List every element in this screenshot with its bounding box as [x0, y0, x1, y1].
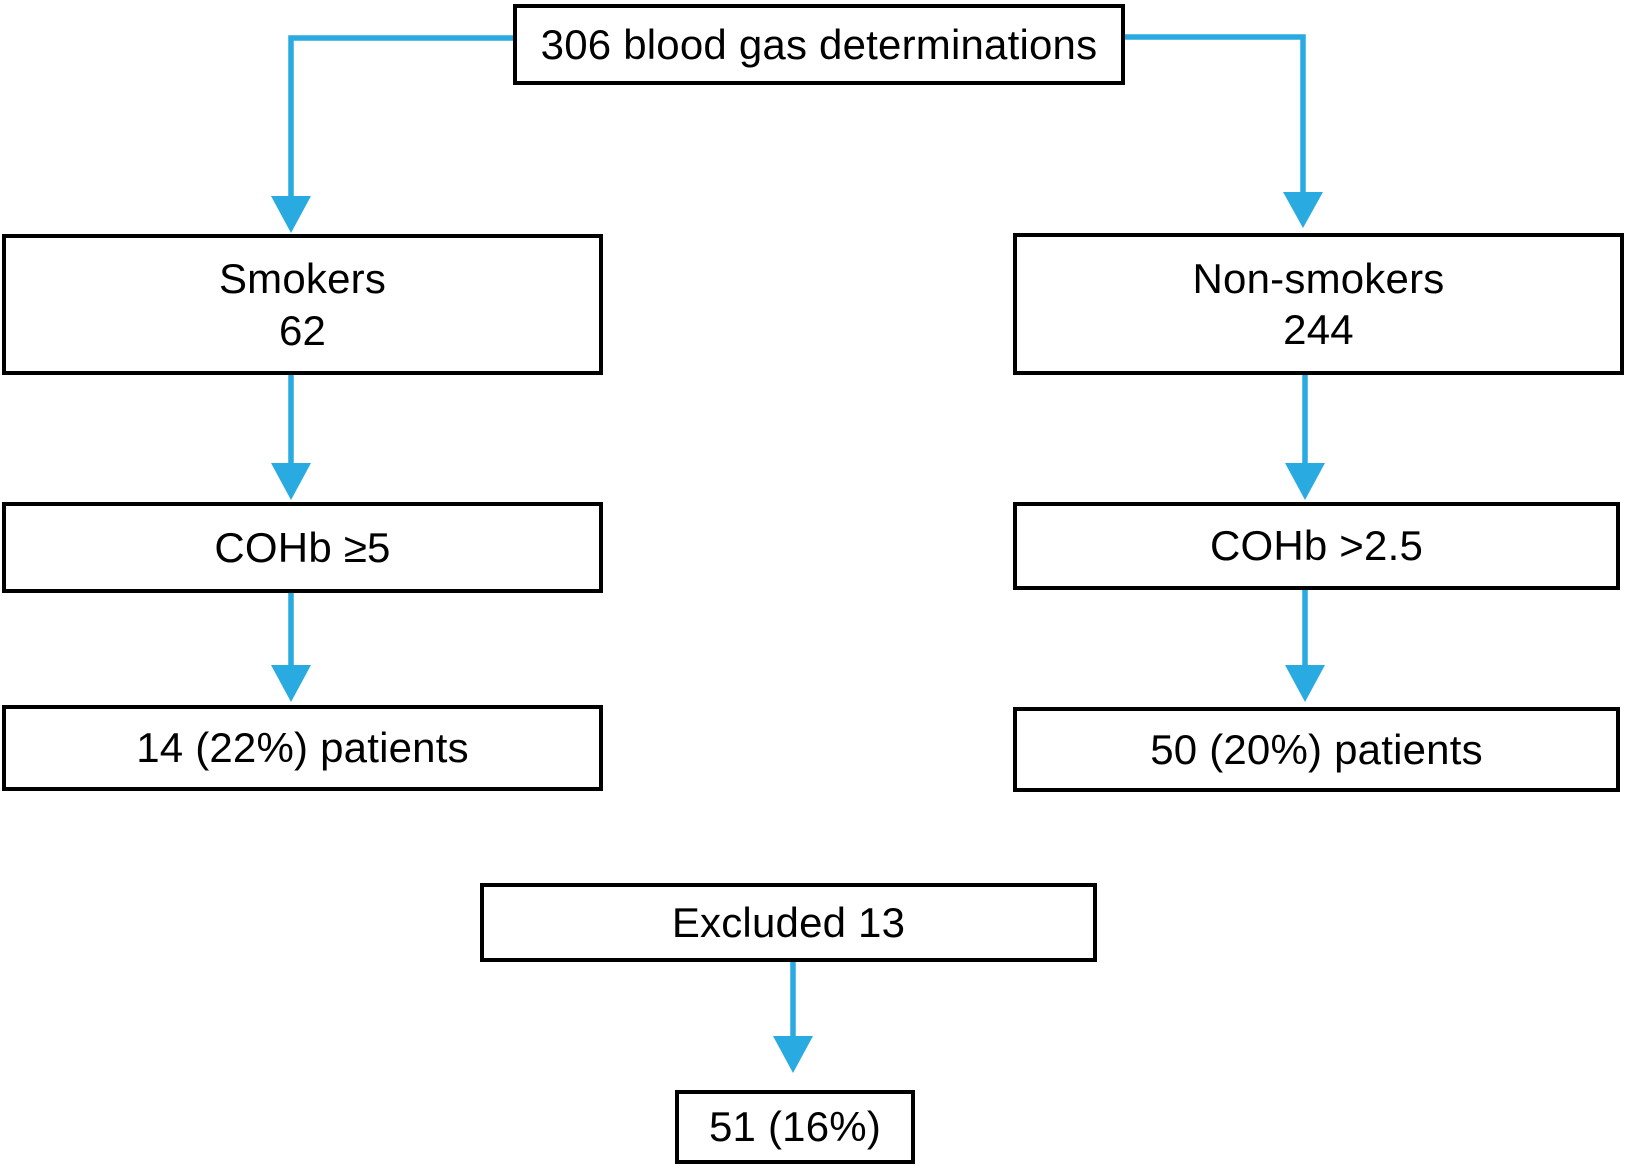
arrowhead-root-to-nonsmokers-icon — [1283, 192, 1323, 228]
connector-root-to-nonsmokers — [1125, 34, 1306, 194]
node-excluded: Excluded 13 — [480, 883, 1097, 962]
arrowhead-cohb-to-patients-smokers-icon — [271, 665, 311, 702]
node-non-smokers: Non-smokers 244 — [1013, 233, 1624, 375]
node-total-determinations-label: 306 blood gas determinations — [540, 20, 1098, 68]
node-excluded-label: Excluded 13 — [671, 898, 906, 946]
arrowhead-cohb-to-patients-nonsmokers-icon — [1285, 665, 1325, 702]
node-cohb-smokers-label: COHb ≥5 — [214, 523, 391, 571]
node-patients-non-smokers-label: 50 (20%) patients — [1150, 725, 1483, 773]
node-non-smokers-count: 244 — [1283, 306, 1354, 353]
arrowhead-root-to-smokers-icon — [271, 196, 311, 233]
arrowhead-excluded-to-final-icon — [773, 1036, 813, 1073]
node-patients-non-smokers: 50 (20%) patients — [1013, 707, 1620, 792]
node-smokers-count: 62 — [278, 306, 327, 354]
arrowhead-smokers-to-cohb-icon — [271, 463, 311, 500]
node-smokers-label: Smokers — [218, 255, 387, 303]
node-cohb-smokers: COHb ≥5 — [2, 502, 603, 593]
connector-root-to-smokers — [288, 35, 513, 198]
node-cohb-non-smokers: COHb >2.5 — [1013, 502, 1620, 590]
node-non-smokers-label: Non-smokers — [1192, 254, 1445, 302]
arrowhead-nonsmokers-to-cohb-icon — [1285, 463, 1325, 500]
node-final-total: 51 (16%) — [675, 1090, 915, 1164]
node-total-determinations: 306 blood gas determinations — [513, 4, 1125, 85]
node-final-total-label: 51 (16%) — [708, 1103, 882, 1151]
node-cohb-non-smokers-label: COHb >2.5 — [1209, 522, 1424, 570]
node-patients-smokers: 14 (22%) patients — [2, 705, 603, 791]
node-smokers: Smokers 62 — [2, 234, 603, 375]
node-patients-smokers-label: 14 (22%) patients — [136, 724, 469, 772]
